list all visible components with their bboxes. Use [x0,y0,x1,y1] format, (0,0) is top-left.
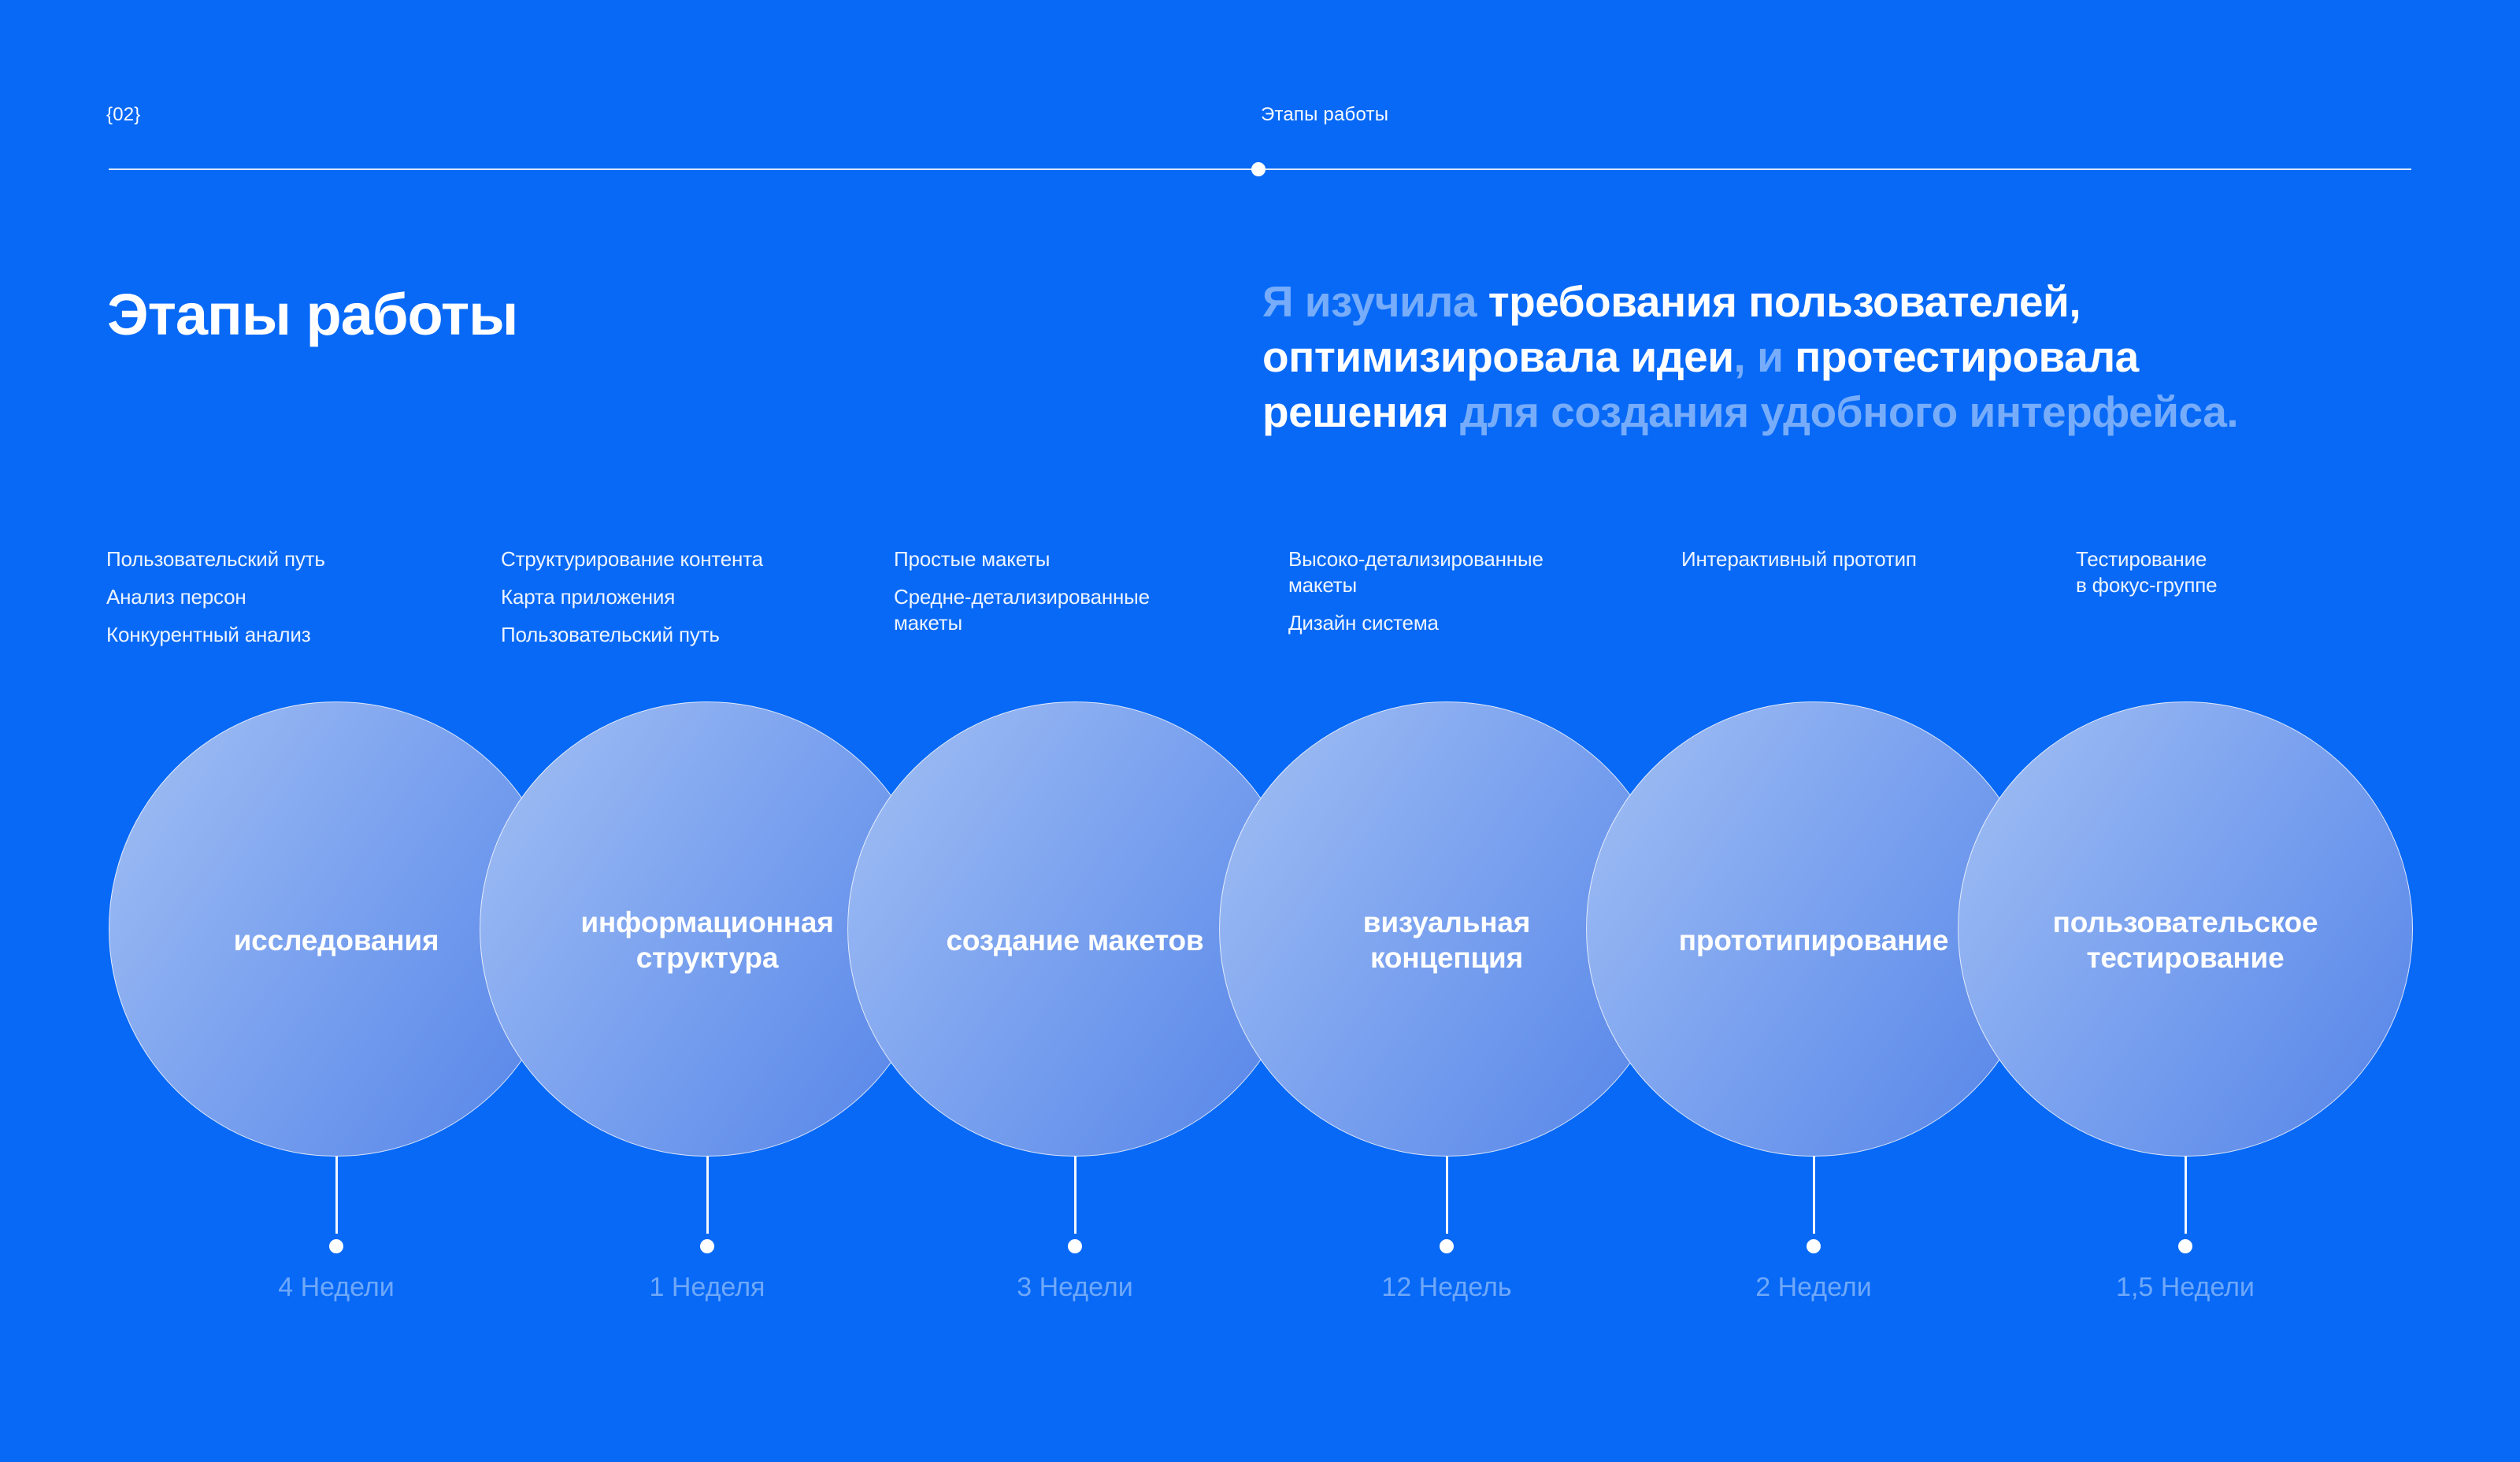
stage-duration: 4 Недели [278,1272,395,1302]
timeline-dot [1807,1239,1821,1253]
stage-label: исследования [233,923,439,957]
page-title: Этапы работы [107,282,518,347]
stage-deliverables: Простые макеты Средне-детализированные м… [894,546,1264,648]
lead-line: решения для создания удобного интерфейса… [1262,384,2412,439]
lead-segment: , и [1733,332,1796,381]
deliverable-item: Анализ персон [106,585,246,609]
stage-label: пользовательское тестирование [2052,906,2318,974]
stage-duration: 1 Неделя [649,1272,765,1302]
stage-duration: 3 Недели [1017,1272,1133,1302]
connector-line [2185,1157,2187,1234]
deliverable-item: Карта приложения [501,585,676,609]
lead-line: оптимизировала идеи, и протестировала [1262,329,2412,384]
connector-line [706,1157,709,1234]
connector-line [1446,1157,1448,1234]
progress-dot [1251,162,1266,176]
stage-label: прототипирование [1678,923,1949,957]
stage-circle: пользовательское тестирование [1958,701,2413,1157]
deliverable-item: Высоко-детализированные макеты [1288,547,1544,597]
stage-deliverables: Структурирование контента Карта приложен… [501,546,871,660]
stage-deliverables: Интерактивный прототип [1681,546,2051,584]
deliverable-item: Структурирование контента [501,547,763,571]
timeline-dot [1440,1239,1454,1253]
stage-label: визуальная концепция [1362,906,1531,974]
timeline-dot [329,1239,343,1253]
stage-circle: исследования [109,701,564,1157]
stage-duration: 2 Недели [1755,1272,1872,1302]
lead-line: Я изучила требования пользователей, [1262,274,2412,329]
stage-deliverables: Пользовательский путь Анализ персон Конк… [106,546,476,660]
deliverable-item: Конкурентный анализ [106,623,311,646]
deliverable-item: Простые макеты [894,547,1051,571]
timeline-dot [1068,1239,1082,1253]
stage-label: создание макетов [946,923,1204,957]
lead-segment: протестировала [1795,332,2139,381]
stage-duration: 1,5 Недели [2116,1272,2255,1302]
lead-segment: решения [1262,387,1449,436]
stage-label: информационная структура [580,906,834,974]
lead-segment: Я изучила [1262,277,1488,326]
stage-duration: 12 Недель [1381,1272,1512,1302]
connector-line [1813,1157,1815,1234]
deliverable-item: Средне-детализированные макеты [894,585,1150,635]
deliverable-item: Дизайн система [1288,611,1439,635]
deliverable-item: Пользовательский путь [501,623,720,646]
breadcrumb-section-label: Этапы работы [1261,104,1389,125]
deliverable-item: Интерактивный прототип [1681,547,1917,571]
stage-deliverables: Высоко-детализированные макеты Дизайн си… [1288,546,1658,648]
connector-line [1074,1157,1077,1234]
slide-index: {02} [106,104,141,125]
stage-deliverables: Тестирование в фокус-группе [2076,546,2446,610]
lead-segment: требования пользователей, [1488,277,2081,326]
lead-paragraph: Я изучила требования пользователей, опти… [1262,274,2412,439]
deliverable-item: Тестирование в фокус-группе [2076,547,2218,597]
lead-segment: оптимизировала идеи [1262,332,1734,381]
lead-segment: для создания удобного интерфейса. [1448,387,2239,436]
connector-line [335,1157,338,1234]
deliverable-item: Пользовательский путь [106,547,325,571]
timeline-dot [700,1239,714,1253]
timeline-dot [2178,1239,2192,1253]
